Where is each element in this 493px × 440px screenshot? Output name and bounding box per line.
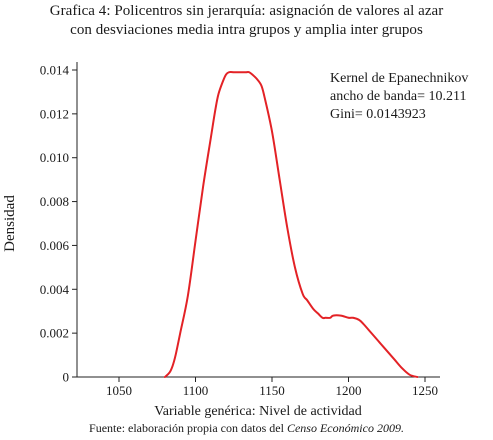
y-tick-label: 0.012 [40,106,69,121]
chart-title-line-1: Grafica 4: Policentros sin jerarquía: as… [49,3,444,19]
annotation-line-2: ancho de banda= 10.211 [330,89,466,104]
y-tick-label: 0.002 [40,326,69,341]
y-tick-label: 0.004 [40,282,70,297]
source-prefix: Fuente: elaboración propia con datos del [89,421,284,435]
density-curve [163,71,419,378]
annotation-line-3: Gini= 0.0143923 [330,107,426,122]
annotation-line-1: Kernel de Epanechnikov [330,71,468,86]
y-tick-label: 0.010 [40,150,69,165]
chart-title-line-2: con desviaciones media intra grupos y am… [70,22,423,38]
x-axis-label: Variable genérica: Nivel de actividad [154,404,362,419]
y-tick-label: 0.014 [40,63,70,78]
y-tick-label: 0.008 [40,194,69,209]
y-tick-label: 0 [63,370,70,385]
annotation-box: Kernel de Epanechnikov ancho de banda= 10… [330,71,468,122]
chart-axes [76,62,440,378]
x-axis-ticks: 1050 1100 1150 1200 1250 [106,377,438,398]
x-tick-label: 1100 [183,383,209,398]
x-tick-label: 1150 [259,383,285,398]
source-title: Censo Económico 2009. [286,421,404,435]
x-tick-label: 1050 [106,383,132,398]
series-layer [163,71,419,378]
y-tick-label: 0.006 [40,238,70,253]
x-tick-label: 1250 [412,383,438,398]
y-axis-label: Densidad [2,195,18,252]
x-tick-label: 1200 [336,383,362,398]
chart-title: Grafica 4: Policentros sin jerarquía: as… [0,2,493,40]
y-axis-ticks: 0 0.002 0.004 0.006 0.008 0.010 0.012 0.014 [40,63,77,385]
source-note: Fuente: elaboración propia con datos del… [0,421,493,436]
